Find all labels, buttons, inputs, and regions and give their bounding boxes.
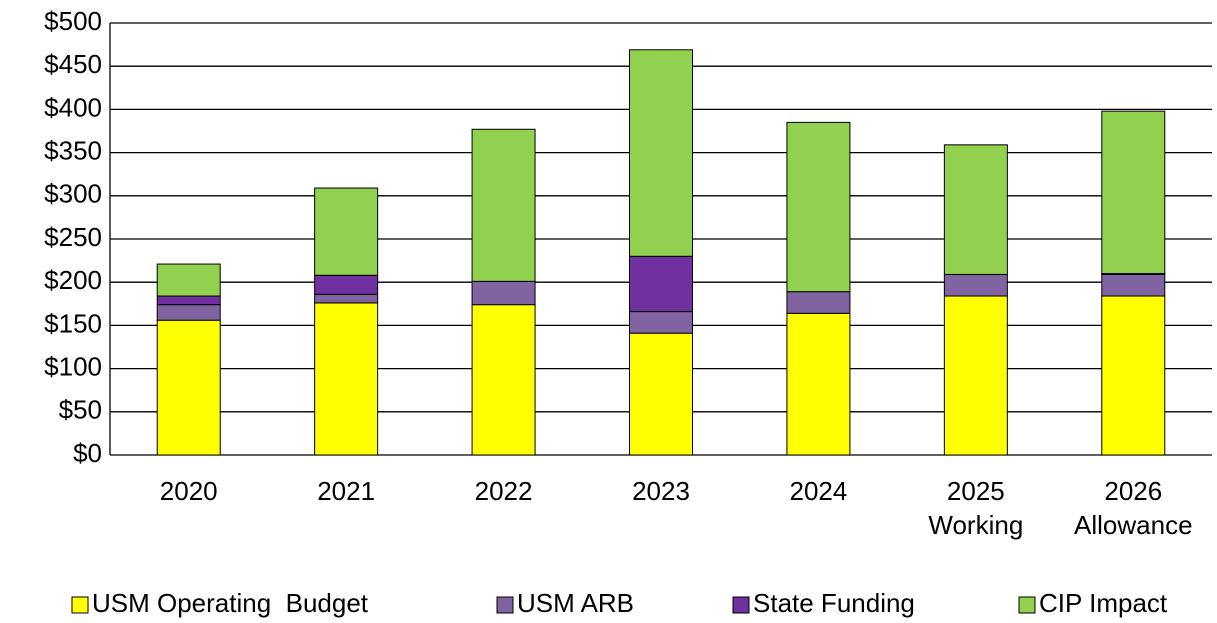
bar-segment <box>629 311 693 334</box>
x-tick-label: Working <box>928 510 1023 540</box>
y-tick-label: $200 <box>44 265 102 295</box>
legend-swatch <box>71 596 89 614</box>
x-tick-label: 2021 <box>317 476 375 506</box>
bar-segment <box>156 319 221 456</box>
bar-segment <box>1101 295 1166 456</box>
bar-segment <box>1101 110 1166 275</box>
legend-swatch <box>732 596 750 614</box>
y-tick-label: $250 <box>44 222 102 252</box>
bar-segment <box>629 49 693 257</box>
legend-label: CIP Impact <box>1039 588 1168 618</box>
legend-swatch <box>496 596 514 614</box>
bar-segment <box>943 144 1008 275</box>
bar-segment <box>786 312 851 456</box>
bar-segment <box>786 291 851 314</box>
x-tick-label: Allowance <box>1074 510 1193 540</box>
y-tick-label: $350 <box>44 135 102 165</box>
legend-label: USM Operating Budget <box>92 588 369 618</box>
bar-segment <box>314 274 379 295</box>
x-tick-label: 2024 <box>790 476 848 506</box>
bar-segment <box>471 304 536 456</box>
y-tick-label: $400 <box>44 92 102 122</box>
bar-segment <box>786 121 851 293</box>
y-tick-label: $300 <box>44 179 102 209</box>
y-tick-label: $150 <box>44 308 102 338</box>
bar-segment <box>471 128 536 282</box>
bar-segment <box>156 263 221 297</box>
bar-segment <box>314 302 379 456</box>
legend-label: USM ARB <box>517 588 634 618</box>
y-tick-label: $50 <box>59 395 102 425</box>
legend-swatch <box>1018 596 1036 614</box>
bar-segment <box>314 187 379 276</box>
bar-segment <box>629 332 693 456</box>
x-tick-label: 2026 <box>1104 476 1162 506</box>
bar-segment <box>943 273 1008 297</box>
legend-label: State Funding <box>753 588 915 618</box>
x-tick-label: 2023 <box>632 476 690 506</box>
x-tick-label: 2025 <box>947 476 1005 506</box>
y-tick-label: $450 <box>44 49 102 79</box>
bar-segment <box>629 255 693 313</box>
bar-segment <box>1101 273 1166 297</box>
y-tick-label: $500 <box>44 6 102 36</box>
bar-segment <box>471 280 536 306</box>
bar-segment <box>943 295 1008 456</box>
bar-segment <box>156 304 221 321</box>
x-tick-label: 2020 <box>160 476 218 506</box>
x-tick-label: 2022 <box>475 476 533 506</box>
bar-segment <box>314 293 379 304</box>
y-tick-label: $0 <box>73 438 102 468</box>
bar-segment <box>156 295 221 306</box>
y-tick-label: $100 <box>44 351 102 381</box>
